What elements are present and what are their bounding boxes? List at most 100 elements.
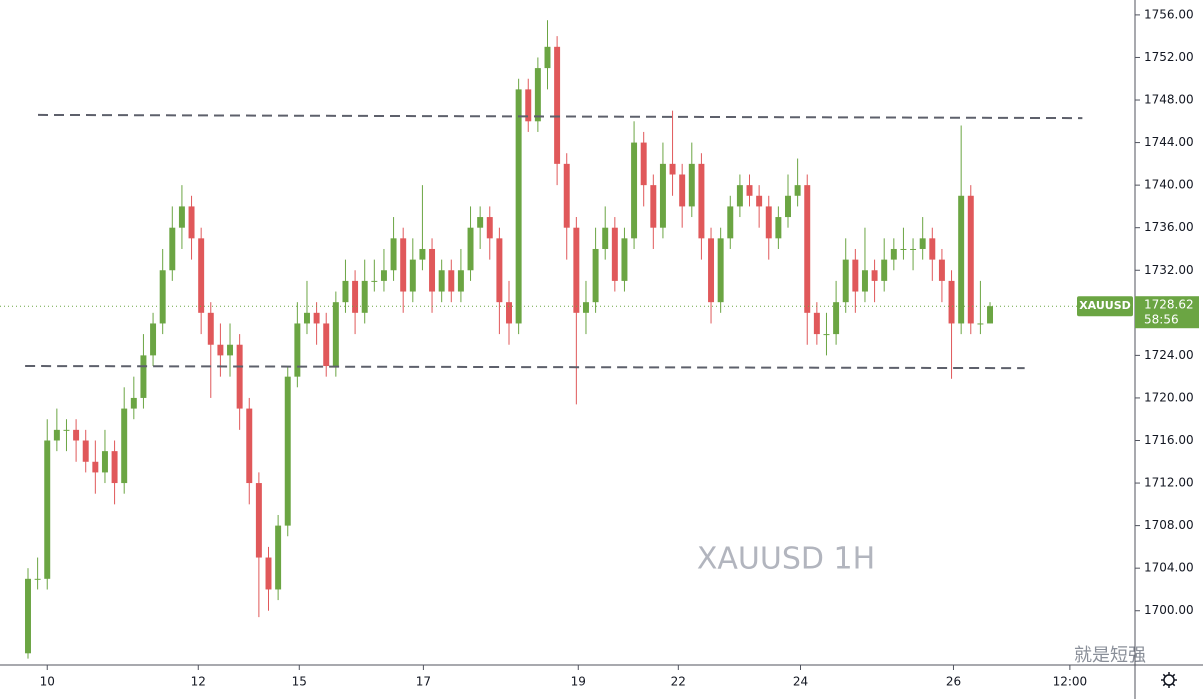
y-tick-label: 1744.00	[1144, 135, 1194, 149]
candle-body	[92, 461, 99, 473]
candle-body	[842, 259, 849, 303]
symbol-label: XAUUSD	[1079, 299, 1131, 312]
candle-body	[429, 248, 436, 292]
candle-body	[582, 302, 589, 313]
candle-body	[457, 270, 464, 292]
candle-body	[467, 227, 474, 271]
settings-icon[interactable]	[1161, 672, 1177, 688]
candle-body	[198, 238, 205, 313]
y-tick-label: 1752.00	[1144, 50, 1194, 64]
settings-spokes	[1161, 672, 1177, 688]
candle-body	[736, 185, 743, 207]
candle-body	[659, 163, 666, 228]
candle-body	[169, 227, 176, 271]
y-tick-label: 1704.00	[1144, 561, 1194, 575]
candle-body	[650, 185, 657, 228]
candle-body	[101, 451, 108, 473]
countdown-label: 58:56	[1144, 313, 1179, 327]
candle-body	[871, 270, 878, 281]
candle-body	[188, 206, 195, 239]
y-tick-label: 1740.00	[1144, 178, 1194, 192]
candle-body	[246, 408, 253, 484]
candle-body	[938, 259, 945, 281]
candle-body	[698, 163, 705, 239]
candle-body	[332, 302, 339, 367]
y-tick-label: 1724.00	[1144, 348, 1194, 362]
y-tick-label: 1732.00	[1144, 263, 1194, 277]
candle-body	[717, 238, 724, 303]
candle-body	[592, 248, 599, 303]
candle-body	[419, 248, 426, 260]
candle-body	[977, 323, 984, 325]
candle-body	[631, 142, 638, 239]
candles	[25, 20, 994, 659]
candle-body	[775, 217, 782, 239]
candle-body	[852, 259, 859, 292]
candle-body	[159, 270, 166, 324]
candle-body	[554, 46, 561, 164]
x-tick-label: 10	[40, 675, 55, 689]
candle-body	[496, 238, 503, 303]
candle-body	[573, 227, 580, 313]
y-tick-label: 1716.00	[1144, 433, 1194, 447]
candle-body	[82, 440, 89, 462]
candle-body	[121, 408, 128, 484]
candle-body	[534, 68, 541, 122]
candle-body	[861, 270, 868, 292]
y-tick-label: 1756.00	[1144, 7, 1194, 21]
candle-body	[227, 344, 234, 356]
candle-body	[929, 238, 936, 260]
candle-body	[371, 280, 378, 282]
candle-body	[294, 323, 301, 377]
candle-body	[611, 227, 618, 281]
candle-body	[900, 248, 907, 250]
candle-body	[823, 334, 830, 336]
candle-body	[765, 206, 772, 239]
candle-body	[477, 217, 484, 228]
candle-body	[275, 525, 282, 590]
candle-body	[919, 238, 926, 249]
y-tick-label: 1736.00	[1144, 220, 1194, 234]
y-tick-label: 1712.00	[1144, 476, 1194, 490]
candle-body	[794, 185, 801, 196]
candle-body	[669, 163, 676, 175]
y-tick-label: 1748.00	[1144, 93, 1194, 107]
candle-body	[323, 323, 330, 367]
candle-body	[130, 397, 137, 409]
candle-body	[679, 174, 686, 207]
candle-body	[785, 195, 791, 218]
candle-body	[438, 270, 445, 292]
y-tick-label: 1720.00	[1144, 390, 1194, 404]
candle-body	[506, 302, 512, 324]
x-tick-label: 17	[416, 675, 431, 689]
candle-body	[400, 238, 407, 292]
source-mark: 就是短强	[1074, 645, 1146, 666]
candle-body	[342, 280, 349, 303]
candle-body	[111, 451, 118, 484]
candle-body	[217, 344, 224, 356]
candle-body	[602, 227, 609, 249]
candle-body	[948, 280, 955, 324]
candle-body	[34, 578, 41, 580]
x-tick-label: 26	[946, 675, 961, 689]
candle-body	[987, 306, 994, 324]
candle-body	[63, 429, 70, 431]
candle-body	[361, 280, 368, 313]
x-tick-label: 19	[571, 675, 586, 689]
candle-body	[44, 440, 51, 579]
candle-body	[756, 195, 763, 207]
candle-body	[746, 185, 753, 196]
candle-body	[563, 163, 570, 228]
candle-body	[448, 270, 455, 292]
x-tick-label: 24	[793, 675, 808, 689]
candle-body	[708, 238, 715, 303]
x-tick-label: 15	[292, 675, 307, 689]
candle-body	[881, 259, 888, 281]
candle-body	[304, 312, 310, 324]
candle-body	[140, 355, 147, 398]
candle-body	[525, 89, 532, 122]
candle-body	[890, 248, 897, 260]
candle-body	[390, 238, 397, 271]
watermark: XAUUSD 1H	[697, 542, 875, 577]
